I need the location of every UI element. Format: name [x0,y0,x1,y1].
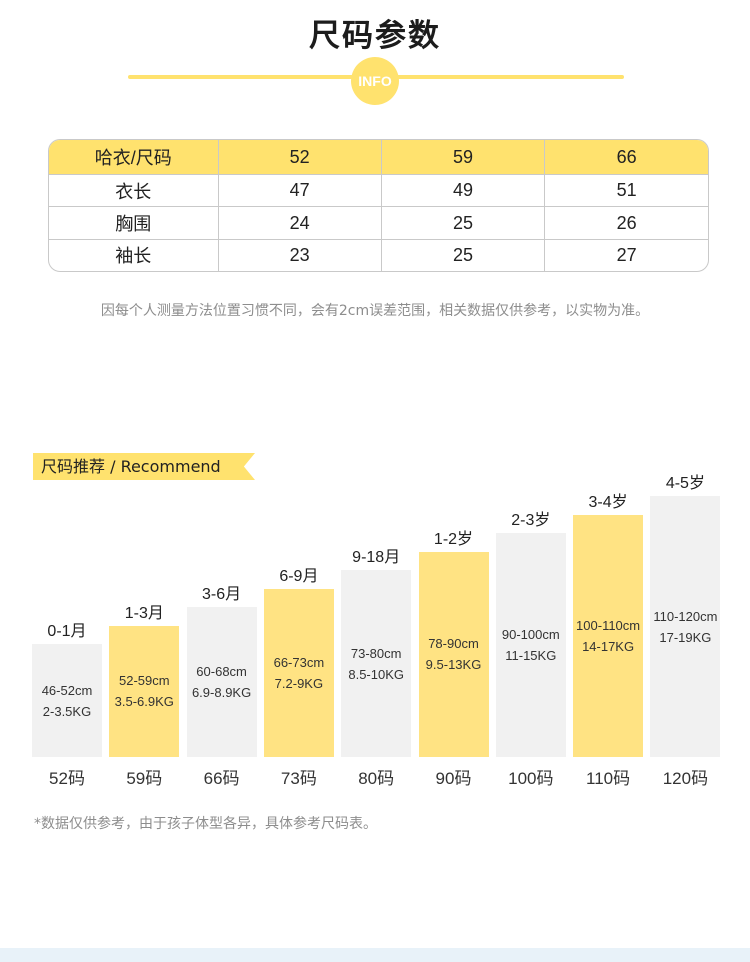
recommend-tag: 尺码推荐 / Recommend [33,453,255,480]
size-bar [650,496,721,757]
size-table-cell: 51 [544,174,708,208]
size-category-label: 100码 [508,769,554,788]
weight-label: 8.5-10KG [348,666,405,682]
age-label: 1-2岁 [433,530,474,548]
age-label: 1-3月 [124,604,164,622]
size-table-header-cell: 66 [544,140,708,176]
size-table-cell: 25 [381,206,546,240]
size-table-cell: 27 [616,244,637,265]
age-label: 2-3岁 [511,512,551,529]
weight-label: 2-3.5KG [42,703,92,719]
height-label: 52-59cm [119,673,170,689]
age-label: 3-6月 [202,586,242,603]
size-category-label: 52码 [49,769,85,788]
weight-label: 14-17KG [582,638,635,654]
size-category-label: 73码 [280,769,317,788]
size-bar [418,551,489,757]
size-bar [32,644,102,757]
size-table-cell: 胸围 [49,206,219,240]
size-table-cell: 衣长 [49,174,219,208]
size-category-label: 80码 [358,769,395,788]
bottom-strip [0,948,750,962]
size-table-cell: 25 [381,239,546,271]
weight-label: 17-19KG [659,629,712,645]
info-badge: INFO [351,57,399,105]
weight-label: 9.5-13KG [425,657,482,673]
height-label: 110-120cm [653,608,718,624]
size-table-cell: 袖长 [49,239,219,271]
height-label: 100-110cm [576,617,641,633]
size-table-cell: 49 [381,174,546,208]
page-title: 尺码参数 [309,18,441,54]
size-category-label: 90码 [435,769,472,788]
weight-label: 3.5-6.9KG [114,694,174,710]
height-label: 73-80cm [350,645,402,661]
age-label: 4-5岁 [665,475,705,492]
size-bar [263,588,334,757]
size-table-row: 衣长 47 49 51 [49,174,708,208]
size-category-label: 66码 [203,769,240,788]
size-table-row: 袖长 23 25 27 [49,239,708,271]
weight-label: 6.9-8.9KG [191,685,252,700]
size-bar [495,533,566,757]
size-category-label: 59码 [126,769,163,788]
size-category-label: 110码 [586,769,631,788]
footnote: *数据仅供参考，由于孩子体型各异，具体参考尺码表。 [34,816,377,832]
size-table-cell: 23 [218,239,382,271]
size-table-cell: 47 [218,174,382,208]
size-table-header-row: 哈衣/尺码 52 59 66 [49,140,708,176]
size-bar [341,570,412,757]
size-table-header-cell: 52 [218,140,382,176]
size-table-header-cell: 59 [381,140,546,176]
height-label: 60-68cm [196,664,247,679]
size-bar [573,514,644,757]
size-bar [186,607,257,757]
height-label: 90-100cm [501,627,560,642]
measurement-note: 因每个人测量方法位置习惯不同，会有2cm误差范围，相关数据仅供参考，以实物为准。 [100,303,650,319]
age-label: 9-18月 [352,549,401,566]
size-table-header-cell: 哈衣/尺码 [49,140,219,176]
recommend-tag-label: 尺码推荐 / Recommend [41,457,221,476]
size-table-row: 胸围 24 25 26 [49,206,708,240]
size-category-label: 120码 [662,769,709,788]
height-label: 66-73cm [273,654,325,670]
size-table: 哈衣/尺码 52 59 66 衣长 47 49 51 胸围 24 25 26 袖… [48,139,709,272]
age-label: 3-4岁 [588,493,628,511]
height-label: 46-52cm [41,682,93,698]
age-label: 6-9月 [279,567,319,585]
size-table-cell: 26 [544,206,708,240]
weight-label: 11-15KG [505,648,557,663]
height-label: 78-90cm [428,636,479,652]
age-label: 0-1月 [47,623,87,640]
size-bar [109,625,180,757]
size-table-cell: 24 [218,206,382,240]
weight-label: 7.2-9KG [274,675,324,691]
